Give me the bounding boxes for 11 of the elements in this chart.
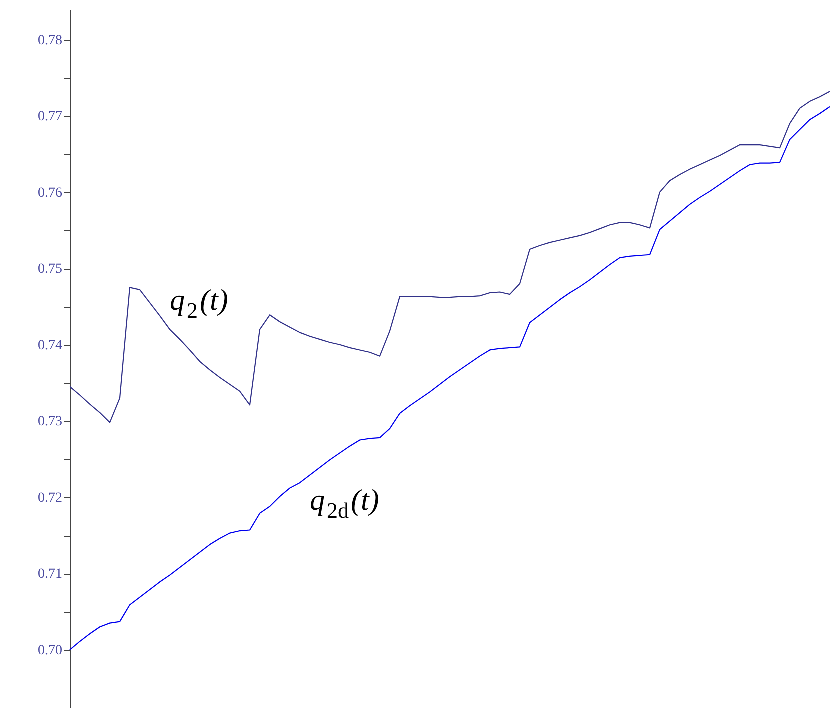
line-series [69,106,831,651]
y-tick-label: 0.71 [38,567,62,582]
y-tick-label: 0.77 [38,110,62,125]
y-tick-label: 0.73 [38,414,62,430]
y-tick-label: 0.75 [38,262,62,278]
line-series [69,91,831,424]
y-tick-label: 0.76 [38,186,62,201]
y-tick-label: 0.74 [38,338,62,354]
y-tick-label: 0.72 [38,490,62,506]
y-tick-label: 0.78 [38,33,62,48]
y-tick-label: 0.70 [38,644,62,659]
